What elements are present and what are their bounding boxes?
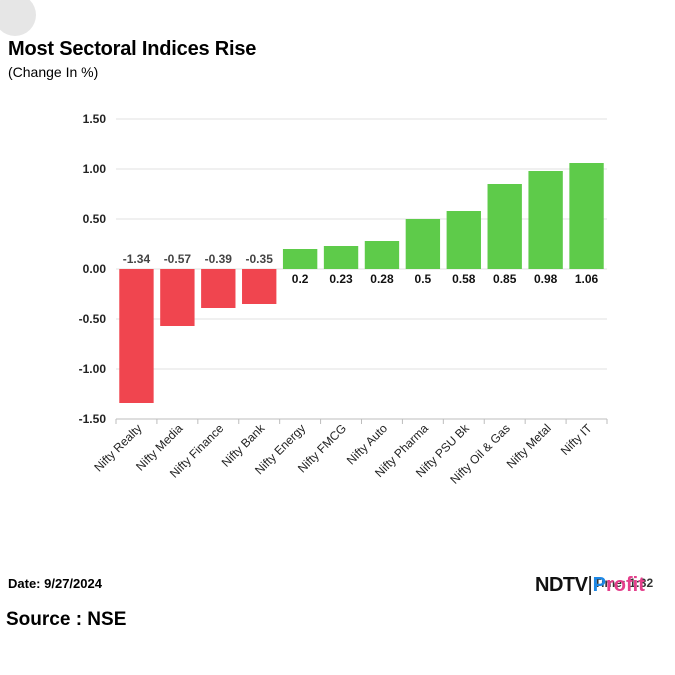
bar bbox=[405, 219, 441, 269]
brand-profit: Profit bbox=[593, 574, 645, 596]
bar bbox=[323, 246, 359, 269]
y-tick-label: -0.50 bbox=[79, 312, 107, 326]
data-label: -0.35 bbox=[246, 252, 274, 266]
x-tick-label: Nifty IT bbox=[558, 421, 595, 458]
data-label: 0.58 bbox=[452, 272, 476, 286]
bar bbox=[201, 269, 236, 308]
bar bbox=[446, 211, 481, 269]
chart-subtitle: (Change In %) bbox=[8, 64, 99, 80]
source-label: Source : NSE bbox=[6, 609, 127, 630]
bar bbox=[569, 163, 604, 269]
time-label: Time: 1:32 bbox=[594, 576, 654, 590]
y-tick-label: 0.50 bbox=[83, 212, 107, 226]
data-label: 0.23 bbox=[329, 272, 353, 286]
y-tick-label: -1.00 bbox=[79, 362, 107, 376]
x-tick-label: Nifty Metal bbox=[504, 421, 554, 471]
data-label: 0.5 bbox=[415, 272, 432, 286]
brand-ndtv: NDTV bbox=[535, 574, 588, 596]
bar bbox=[364, 241, 400, 269]
y-tick-label: 1.00 bbox=[83, 162, 107, 176]
ndtv-profit-logo: NDTV|Profit bbox=[535, 574, 645, 597]
bar bbox=[242, 269, 277, 304]
chart-title: Most Sectoral Indices Rise bbox=[8, 38, 257, 60]
data-label: 0.98 bbox=[534, 272, 558, 286]
data-label: 0.2 bbox=[292, 272, 309, 286]
y-tick-label: 1.50 bbox=[83, 112, 107, 126]
bar bbox=[160, 269, 195, 326]
data-label: -0.39 bbox=[205, 252, 233, 266]
bar bbox=[282, 249, 318, 269]
y-tick-label: 0.00 bbox=[83, 262, 107, 276]
data-label: -0.57 bbox=[164, 252, 192, 266]
bar-chart: 1.50 1.00 0.50 0.00 -0.50 -1.00 -1.50 -1.34 Nift… bbox=[79, 112, 608, 487]
bar bbox=[487, 184, 522, 269]
data-label: 0.28 bbox=[370, 272, 394, 286]
data-label: 1.06 bbox=[575, 272, 599, 286]
bar bbox=[528, 171, 563, 269]
y-tick-label: -1.50 bbox=[79, 412, 107, 426]
date-label: Date: 9/27/2024 bbox=[8, 576, 102, 591]
brand-profit-rest: rofit bbox=[606, 574, 645, 596]
data-label: -1.34 bbox=[123, 252, 151, 266]
data-label: 0.85 bbox=[493, 272, 517, 286]
brand-separator: | bbox=[587, 574, 593, 596]
brand-profit-initial: P bbox=[592, 574, 606, 596]
bar bbox=[119, 269, 154, 403]
